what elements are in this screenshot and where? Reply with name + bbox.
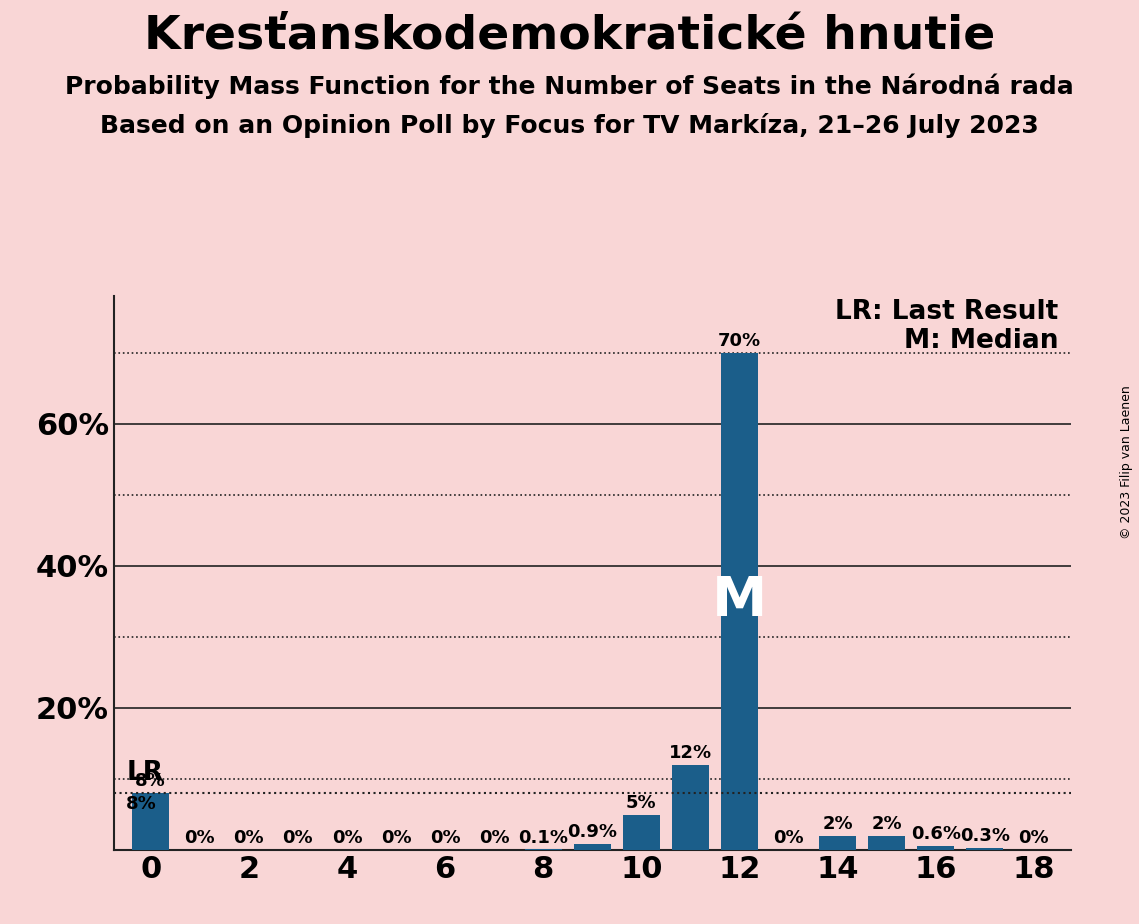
Text: 8%: 8%: [136, 772, 166, 790]
Text: 0%: 0%: [773, 829, 804, 847]
Text: 8%: 8%: [126, 796, 157, 813]
Bar: [917, 845, 954, 850]
Text: Probability Mass Function for the Number of Seats in the Národná rada: Probability Mass Function for the Number…: [65, 74, 1074, 100]
Bar: [574, 844, 611, 850]
Text: 0%: 0%: [478, 829, 509, 847]
Bar: [966, 848, 1003, 850]
Text: Based on an Opinion Poll by Focus for TV Markíza, 21–26 July 2023: Based on an Opinion Poll by Focus for TV…: [100, 113, 1039, 138]
Bar: [672, 765, 708, 850]
Text: 0%: 0%: [331, 829, 362, 847]
Bar: [819, 836, 857, 850]
Text: 0%: 0%: [185, 829, 215, 847]
Text: 0%: 0%: [282, 829, 313, 847]
Text: Kresťanskodemokratické hnutie: Kresťanskodemokratické hnutie: [144, 14, 995, 59]
Text: 2%: 2%: [822, 815, 853, 833]
Text: 0%: 0%: [1018, 829, 1049, 847]
Text: LR: Last Result: LR: Last Result: [835, 299, 1058, 325]
Text: 0.3%: 0.3%: [960, 827, 1010, 845]
Text: 0.1%: 0.1%: [518, 829, 568, 846]
Text: 12%: 12%: [669, 744, 712, 762]
Text: 0%: 0%: [380, 829, 411, 847]
Text: 0.9%: 0.9%: [567, 823, 617, 841]
Text: 0.6%: 0.6%: [911, 825, 960, 843]
Text: 2%: 2%: [871, 815, 902, 833]
Bar: [623, 815, 659, 850]
Bar: [721, 353, 757, 850]
Text: LR: LR: [126, 760, 163, 786]
Text: 0%: 0%: [233, 829, 264, 847]
Bar: [132, 793, 169, 850]
Text: 70%: 70%: [718, 332, 761, 349]
Text: M: M: [712, 575, 767, 628]
Text: © 2023 Filip van Laenen: © 2023 Filip van Laenen: [1121, 385, 1133, 539]
Bar: [868, 836, 906, 850]
Text: 0%: 0%: [429, 829, 460, 847]
Text: M: Median: M: Median: [904, 328, 1058, 354]
Text: 5%: 5%: [626, 794, 657, 811]
